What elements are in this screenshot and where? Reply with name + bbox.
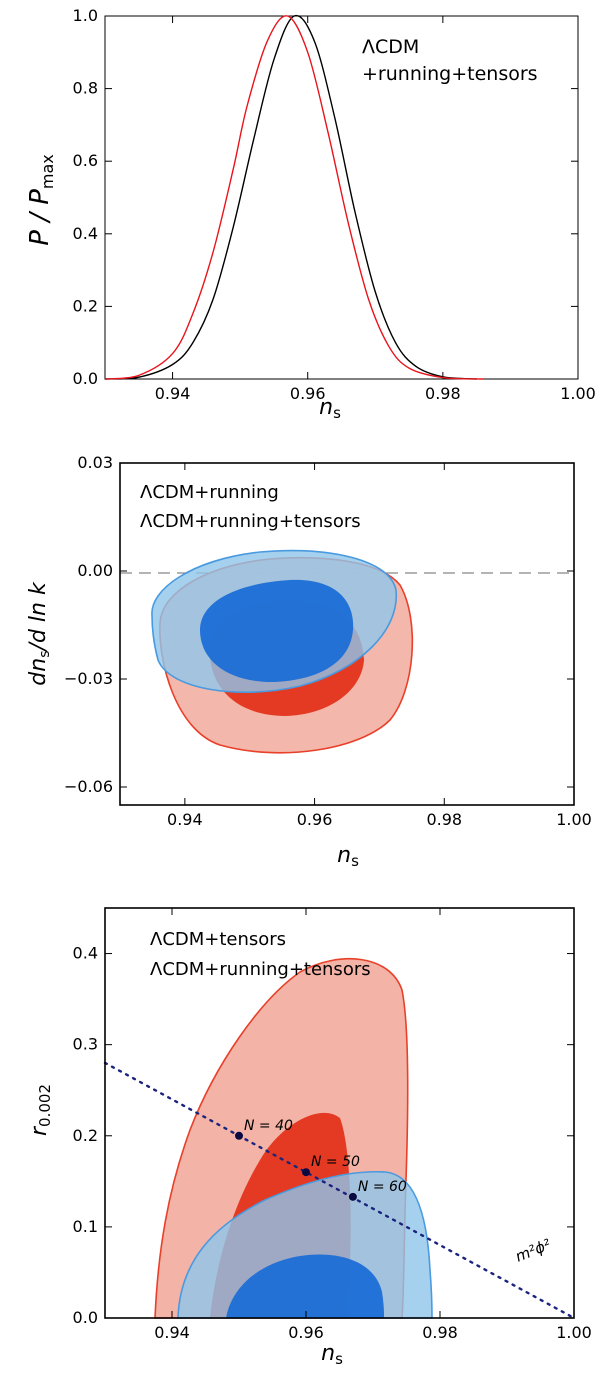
legend-label-lcdm-running: ΛCDM+running: [140, 482, 279, 503]
efolds-point-label: N = 60: [358, 1179, 407, 1195]
legend-label-lcdm-running-tensors-r: ΛCDM+running+tensors: [150, 959, 371, 980]
panel-2-ytick-label: 0.03: [77, 453, 113, 472]
panel-3-xtick-label: 0.96: [288, 1323, 324, 1342]
legend-label-lcdm: ΛCDM: [362, 36, 419, 58]
panel-1-ytick-label: 0.0: [73, 369, 98, 388]
panel-3-xtick-label: 0.94: [154, 1323, 190, 1342]
panel-3-tensors: N = 40 N = 50 N = 60 m²ϕ² 0.94 0.96 0.98 1.00…: [27, 907, 592, 1368]
panel-1-ytick-label: 0.4: [73, 224, 98, 243]
panel-1-ticks: 0.94 0.96 0.98 1.00 0.0 0.2 0.4 0.6 0.8 1.0: [73, 6, 596, 403]
efolds-point: [302, 1168, 310, 1177]
panel-3-ytick-label: 0.3: [73, 1035, 98, 1054]
contour-tensors-68: [226, 1254, 384, 1318]
panel-2-frame: [119, 462, 575, 806]
panel-3-y-axis-label: r0.002: [27, 1084, 54, 1136]
panel-1-xtick-label: 0.96: [290, 384, 326, 403]
legend-label-lcdm-tensors: ΛCDM+tensors: [150, 929, 286, 950]
panel-2-ytick-label: 0.00: [77, 561, 113, 580]
posterior-curve-running-tensors: [104, 15, 484, 380]
efolds-point-label: N = 40: [244, 1118, 293, 1134]
panel-3-ytick-label: 0.4: [73, 944, 98, 963]
panel-1-xtick-label: 0.98: [425, 384, 461, 403]
panel-1-xtick-label: 1.00: [560, 384, 596, 403]
panel-1-ytick-label: 1.0: [73, 6, 98, 25]
m2phi2-model-line: [103, 1061, 576, 1320]
panel-2-ytick-label: −0.06: [64, 777, 113, 796]
panel-2-xtick-label: 0.96: [297, 810, 333, 829]
panel-1-frame: [104, 15, 579, 380]
panel-3-x-axis-label: ns: [321, 1341, 343, 1368]
panel-3-xtick-label: 0.98: [422, 1323, 458, 1342]
panel-3-frame: [104, 907, 575, 1319]
legend-label-running-tensors: +running+tensors: [362, 63, 538, 85]
panel-1-ytick-label: 0.2: [73, 296, 98, 315]
panel-2-xtick-label: 1.00: [556, 810, 592, 829]
panel-1-xtick-label: 0.94: [155, 384, 191, 403]
posterior-curve-lcdm: [104, 14, 477, 380]
efolds-point: [348, 1192, 357, 1201]
panel-3-xtick-label: 1.00: [556, 1323, 592, 1342]
panel-2-x-axis-label: ns: [337, 843, 359, 870]
panel-3-ytick-label: 0.1: [73, 1217, 98, 1236]
panel-3-ytick-label: 0.0: [73, 1308, 98, 1327]
panel-2-xtick-label: 0.94: [167, 810, 203, 829]
m2phi2-label: m²ϕ²: [513, 1235, 554, 1265]
legend-label-lcdm-running-tensors: ΛCDM+running+tensors: [140, 511, 361, 532]
panel-2-running: 0.94 0.96 0.98 1.00 0.03 0.00 −0.03 −0.06 ΛCDM+…: [26, 453, 592, 870]
panel-2-ytick-label: −0.03: [64, 669, 113, 688]
contour-running-68: [200, 579, 354, 683]
panel-1-ytick-label: 0.8: [73, 79, 98, 98]
panel-1-y-axis-label: P / Pmax: [25, 154, 57, 246]
efolds-points: N = 40 N = 50 N = 60: [235, 1118, 407, 1201]
efolds-point: [235, 1131, 243, 1140]
efolds-point-label: N = 50: [311, 1154, 360, 1170]
panel-3-ticks: 0.94 0.96 0.98 1.00 0.0 0.1 0.2 0.3 0.4: [73, 908, 592, 1342]
panel-2-ticks: 0.94 0.96 0.98 1.00 0.03 0.00 −0.03 −0.06: [64, 453, 592, 829]
panel-2-y-axis-label: dns/d ln k: [26, 581, 53, 686]
panel-1-ytick-label: 0.6: [73, 151, 98, 170]
panel-2-xtick-label: 0.98: [426, 810, 462, 829]
panel-1-x-axis-label: ns: [319, 395, 341, 422]
panel-3-ytick-label: 0.2: [73, 1126, 98, 1145]
panel-1-posterior: 0.94 0.96 0.98 1.000.00.20.40.60.81.0 ΛCDM …: [25, 6, 596, 422]
